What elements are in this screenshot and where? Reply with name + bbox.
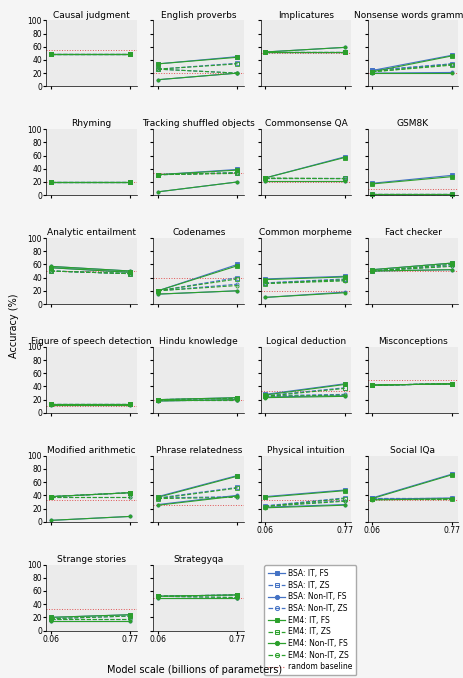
Title: GSM8K: GSM8K xyxy=(397,119,429,128)
Title: Modified arithmetic: Modified arithmetic xyxy=(47,446,136,455)
Title: Codenames: Codenames xyxy=(172,228,225,237)
Title: Figure of speech detection: Figure of speech detection xyxy=(31,337,152,346)
Title: Phrase relatedness: Phrase relatedness xyxy=(156,446,242,455)
Title: Analytic entailment: Analytic entailment xyxy=(47,228,136,237)
Title: Nonsense words grammar: Nonsense words grammar xyxy=(354,11,463,20)
Text: Accuracy (%): Accuracy (%) xyxy=(9,293,19,358)
Title: Common morpheme: Common morpheme xyxy=(259,228,352,237)
Title: Hindu knowledge: Hindu knowledge xyxy=(159,337,238,346)
Title: Fact checker: Fact checker xyxy=(385,228,441,237)
Title: Misconceptions: Misconceptions xyxy=(378,337,448,346)
Title: Strange stories: Strange stories xyxy=(57,555,126,564)
Title: Rhyming: Rhyming xyxy=(72,119,112,128)
Title: Social IQa: Social IQa xyxy=(390,446,436,455)
Title: Implicatures: Implicatures xyxy=(278,11,334,20)
Title: Causal judgment: Causal judgment xyxy=(53,11,130,20)
Title: Commonsense QA: Commonsense QA xyxy=(264,119,347,128)
Title: Physical intuition: Physical intuition xyxy=(267,446,344,455)
Legend: BSA: IT, FS, BSA: IT, ZS, BSA: Non-IT, FS, BSA: Non-IT, ZS, EM4: IT, FS, EM4: IT: BSA: IT, FS, BSA: IT, ZS, BSA: Non-IT, F… xyxy=(264,565,356,675)
Title: Logical deduction: Logical deduction xyxy=(266,337,346,346)
Title: Strategyqa: Strategyqa xyxy=(174,555,224,564)
Title: Tracking shuffled objects: Tracking shuffled objects xyxy=(143,119,255,128)
Text: Model scale (billions of parameters): Model scale (billions of parameters) xyxy=(107,664,282,675)
Title: English proverbs: English proverbs xyxy=(161,11,237,20)
